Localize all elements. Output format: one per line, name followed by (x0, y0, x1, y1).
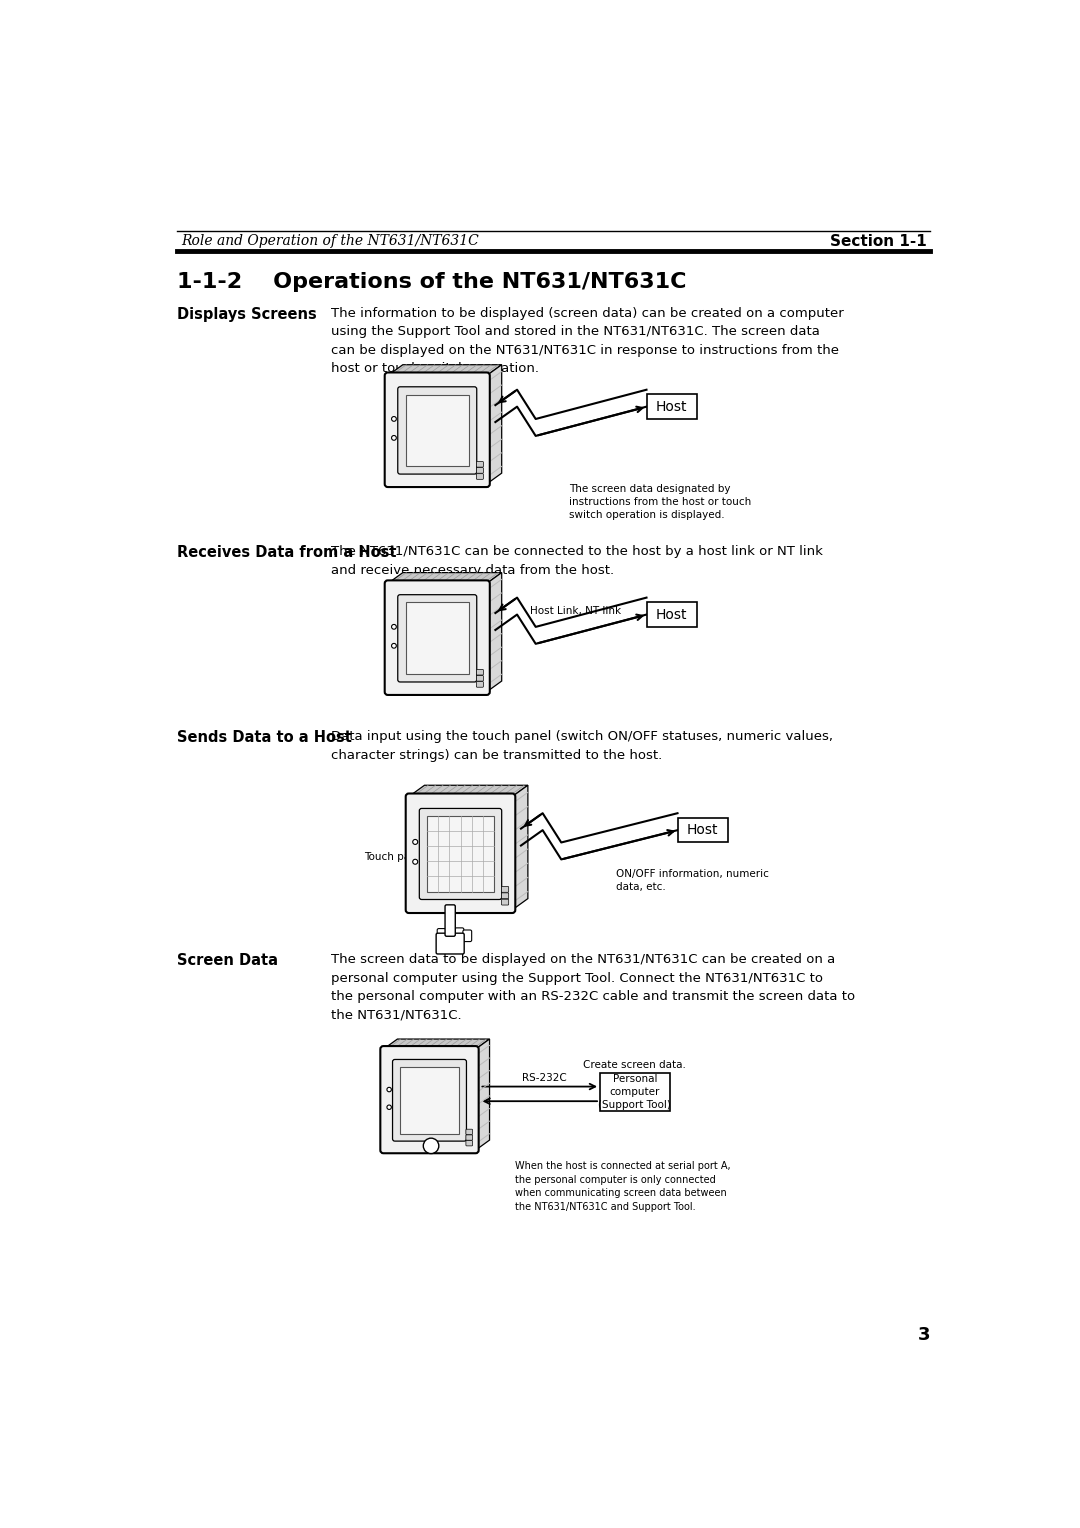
FancyBboxPatch shape (465, 1129, 473, 1134)
Polygon shape (383, 1039, 489, 1050)
Text: Screen data: Screen data (414, 1108, 476, 1118)
Text: 3: 3 (918, 1325, 930, 1343)
Text: Screen Data: Screen Data (177, 953, 278, 969)
Text: Role and Operation of the NT631/NT631C: Role and Operation of the NT631/NT631C (181, 234, 480, 248)
FancyBboxPatch shape (476, 474, 484, 480)
Text: The information to be displayed (screen data) can be created on a computer
using: The information to be displayed (screen … (332, 307, 843, 374)
FancyBboxPatch shape (501, 900, 509, 905)
FancyBboxPatch shape (501, 892, 509, 898)
Text: When the host is connected at serial port A,
the personal computer is only conne: When the host is connected at serial por… (515, 1161, 730, 1212)
Text: Host Link, NT link: Host Link, NT link (530, 605, 621, 616)
Circle shape (387, 1105, 391, 1109)
Text: Receives Data from a Host: Receives Data from a Host (177, 545, 396, 561)
FancyBboxPatch shape (465, 1140, 473, 1146)
FancyBboxPatch shape (476, 461, 484, 468)
Text: Touch panel: Touch panel (364, 853, 426, 862)
Polygon shape (475, 1039, 489, 1151)
FancyBboxPatch shape (476, 681, 484, 688)
FancyBboxPatch shape (384, 373, 490, 487)
Circle shape (413, 859, 418, 865)
FancyBboxPatch shape (677, 817, 728, 842)
FancyBboxPatch shape (397, 594, 476, 681)
FancyBboxPatch shape (397, 387, 476, 474)
Text: Host: Host (687, 824, 718, 837)
Circle shape (413, 839, 418, 845)
FancyBboxPatch shape (428, 816, 494, 891)
FancyBboxPatch shape (419, 808, 502, 900)
FancyBboxPatch shape (436, 934, 464, 953)
Text: The NT631/NT631C can be connected to the host by a host link or NT link
and rece: The NT631/NT631C can be connected to the… (332, 545, 823, 576)
Polygon shape (388, 573, 502, 584)
FancyBboxPatch shape (400, 1067, 459, 1134)
FancyBboxPatch shape (445, 905, 456, 937)
FancyBboxPatch shape (437, 929, 446, 941)
FancyBboxPatch shape (476, 669, 484, 675)
Text: 1-1-2    Operations of the NT631/NT631C: 1-1-2 Operations of the NT631/NT631C (177, 272, 687, 292)
Text: Host: Host (656, 608, 688, 622)
FancyBboxPatch shape (406, 793, 515, 914)
Text: Personal
computer
(Support Tool): Personal computer (Support Tool) (598, 1074, 672, 1109)
FancyBboxPatch shape (405, 394, 469, 466)
Circle shape (392, 417, 396, 422)
Text: Section 1-1: Section 1-1 (831, 234, 927, 249)
Circle shape (387, 1088, 391, 1093)
Text: Create screen data.: Create screen data. (583, 1060, 686, 1070)
FancyBboxPatch shape (465, 1135, 473, 1140)
Text: Host: Host (656, 400, 688, 414)
Circle shape (423, 1138, 438, 1154)
Polygon shape (487, 365, 502, 484)
FancyBboxPatch shape (476, 468, 484, 474)
Polygon shape (388, 365, 502, 376)
FancyBboxPatch shape (380, 1047, 478, 1154)
FancyBboxPatch shape (384, 581, 490, 695)
FancyBboxPatch shape (600, 1073, 670, 1111)
Circle shape (392, 643, 396, 648)
FancyBboxPatch shape (476, 675, 484, 681)
FancyBboxPatch shape (501, 886, 509, 892)
Circle shape (392, 625, 396, 630)
FancyBboxPatch shape (647, 394, 697, 419)
Text: The screen data designated by
instructions from the host or touch
switch operati: The screen data designated by instructio… (569, 484, 752, 520)
Text: Sends Data to a Host: Sends Data to a Host (177, 730, 352, 746)
Text: Displays Screens: Displays Screens (177, 307, 316, 321)
Text: ON/OFF information, numeric
data, etc.: ON/OFF information, numeric data, etc. (616, 868, 768, 892)
FancyBboxPatch shape (463, 931, 472, 941)
FancyBboxPatch shape (647, 602, 697, 626)
FancyBboxPatch shape (455, 927, 463, 941)
Circle shape (392, 435, 396, 440)
FancyBboxPatch shape (392, 1059, 467, 1141)
Polygon shape (409, 785, 528, 796)
Text: Data input using the touch panel (switch ON/OFF statuses, numeric values,
charac: Data input using the touch panel (switch… (332, 730, 833, 761)
Text: RS-232C: RS-232C (522, 1073, 566, 1083)
Polygon shape (512, 785, 528, 911)
Polygon shape (487, 573, 502, 692)
FancyBboxPatch shape (405, 602, 469, 674)
Text: The screen data to be displayed on the NT631/NT631C can be created on a
personal: The screen data to be displayed on the N… (332, 953, 855, 1022)
